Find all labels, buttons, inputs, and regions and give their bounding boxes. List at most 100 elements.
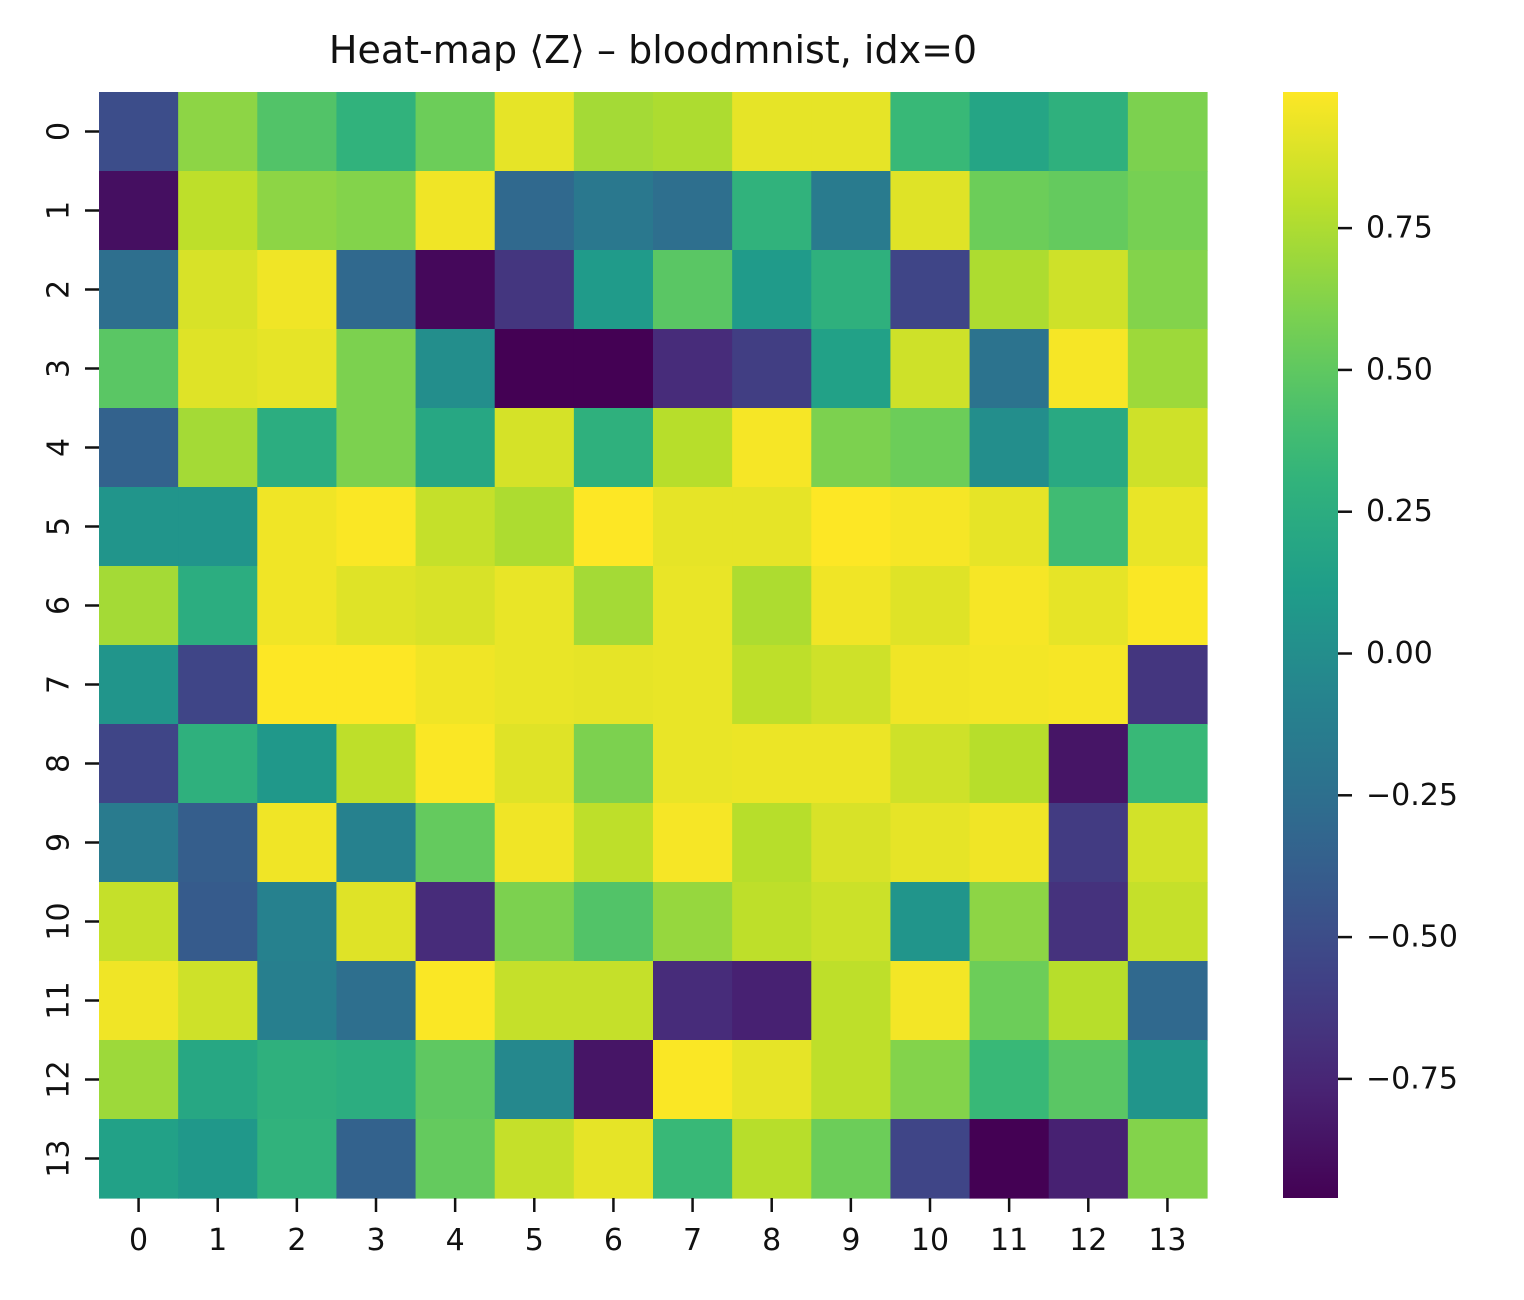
heatmap-cell (1127, 803, 1208, 883)
heatmap-cell (890, 408, 971, 488)
x-axis: 0 1 2 3 4 5 6 7 8 9 10 11 12 13 (129, 1198, 1187, 1258)
heatmap-cell (732, 566, 812, 646)
heatmap-cell (415, 803, 496, 883)
heatmap-cell (257, 803, 338, 883)
colorbar-tick-label: −0.50 (1366, 920, 1458, 955)
heatmap-cell (336, 566, 417, 646)
heatmap-cell (1127, 408, 1208, 488)
heatmap-cell (573, 487, 654, 567)
y-tick-label: 3 (42, 359, 77, 378)
heatmap-cell (811, 882, 892, 962)
heatmap-cell (257, 566, 338, 646)
colorbar-tick-label: −0.25 (1366, 778, 1458, 813)
heatmap-cell (811, 961, 892, 1041)
heatmap-cell (178, 250, 258, 330)
x-tick-label: 8 (762, 1223, 781, 1258)
y-tick-label: 6 (42, 596, 77, 615)
heatmap-cell (969, 803, 1050, 883)
x-tick-label: 12 (1069, 1223, 1107, 1258)
x-tick-label: 11 (990, 1223, 1028, 1258)
heatmap-cell (99, 171, 179, 251)
heatmap-cell (178, 1040, 258, 1120)
heatmap-cell (890, 882, 971, 962)
heatmap-cell (415, 171, 496, 251)
heatmap-cell (1048, 645, 1129, 725)
heatmap-cell (415, 329, 496, 409)
heatmap-cell (257, 882, 338, 962)
heatmap-cell (653, 566, 733, 646)
x-tick-label: 13 (1148, 1223, 1186, 1258)
heatmap-cell (494, 250, 575, 330)
heatmap-cell (494, 171, 575, 251)
heatmap-cell (336, 803, 417, 883)
heatmap-cell (969, 250, 1050, 330)
heatmap-cell (573, 961, 654, 1041)
heatmap-cell (890, 645, 971, 725)
heatmap-cell (336, 1119, 417, 1199)
heatmap-cell (653, 408, 733, 488)
heatmap-cell (494, 645, 575, 725)
heatmap-cell (257, 250, 338, 330)
heatmap-cell (732, 329, 812, 409)
heatmap-cell (890, 724, 971, 804)
heatmap-cell (573, 882, 654, 962)
heatmap-cell (1048, 1119, 1129, 1199)
colorbar-tick-label: 0.25 (1366, 494, 1433, 529)
heatmap-cell (99, 92, 179, 172)
heatmap-cell (732, 408, 812, 488)
heatmap-cell (178, 645, 258, 725)
heatmap-cell (336, 408, 417, 488)
heatmap-cells (99, 92, 1208, 1199)
colorbar-tick-label: 0.75 (1366, 211, 1433, 246)
heatmap-cell (336, 961, 417, 1041)
heatmap-cell (969, 1040, 1050, 1120)
heatmap-cell (99, 645, 179, 725)
heatmap-cell (336, 250, 417, 330)
heatmap-cell (969, 645, 1050, 725)
heatmap-cell (1127, 92, 1208, 172)
heatmap-cell (178, 171, 258, 251)
heatmap-cell (811, 803, 892, 883)
heatmap-cell (890, 961, 971, 1041)
heatmap-cell (336, 92, 417, 172)
heatmap-cell (732, 803, 812, 883)
heatmap-cell (811, 171, 892, 251)
heatmap-cell (573, 92, 654, 172)
heatmap-cell (415, 250, 496, 330)
heatmap-cell (653, 329, 733, 409)
heatmap-cell (1048, 566, 1129, 646)
heatmap-cell (415, 92, 496, 172)
heatmap-cell (811, 1040, 892, 1120)
heatmap-cell (415, 882, 496, 962)
heatmap-cell (1127, 250, 1208, 330)
heatmap-cell (732, 250, 812, 330)
y-tick-label: 0 (42, 122, 77, 141)
heatmap-cell (653, 882, 733, 962)
heatmap-cell (494, 329, 575, 409)
heatmap-cell (494, 1119, 575, 1199)
colorbar-tick-label: 0.50 (1366, 352, 1433, 387)
y-tick-label: 9 (42, 833, 77, 852)
heatmap-cell (653, 92, 733, 172)
heatmap-cell (99, 329, 179, 409)
heatmap-cell (969, 882, 1050, 962)
heatmap-cell (653, 1040, 733, 1120)
heatmap-cell (99, 487, 179, 567)
heatmap-cell (178, 487, 258, 567)
x-tick-label: 10 (911, 1223, 949, 1258)
heatmap-cell (1127, 645, 1208, 725)
heatmap-cell (336, 329, 417, 409)
heatmap-cell (653, 487, 733, 567)
x-tick-label: 5 (525, 1223, 544, 1258)
colorbar-tick-label: −0.75 (1366, 1061, 1458, 1096)
heatmap-cell (336, 882, 417, 962)
heatmap-cell (573, 329, 654, 409)
heatmap-cell (99, 882, 179, 962)
heatmap-cell (573, 171, 654, 251)
heatmap-cell (494, 487, 575, 567)
y-tick-label: 8 (42, 754, 77, 773)
heatmap-cell (257, 1040, 338, 1120)
heatmap-cell (1127, 566, 1208, 646)
heatmap-cell (494, 724, 575, 804)
